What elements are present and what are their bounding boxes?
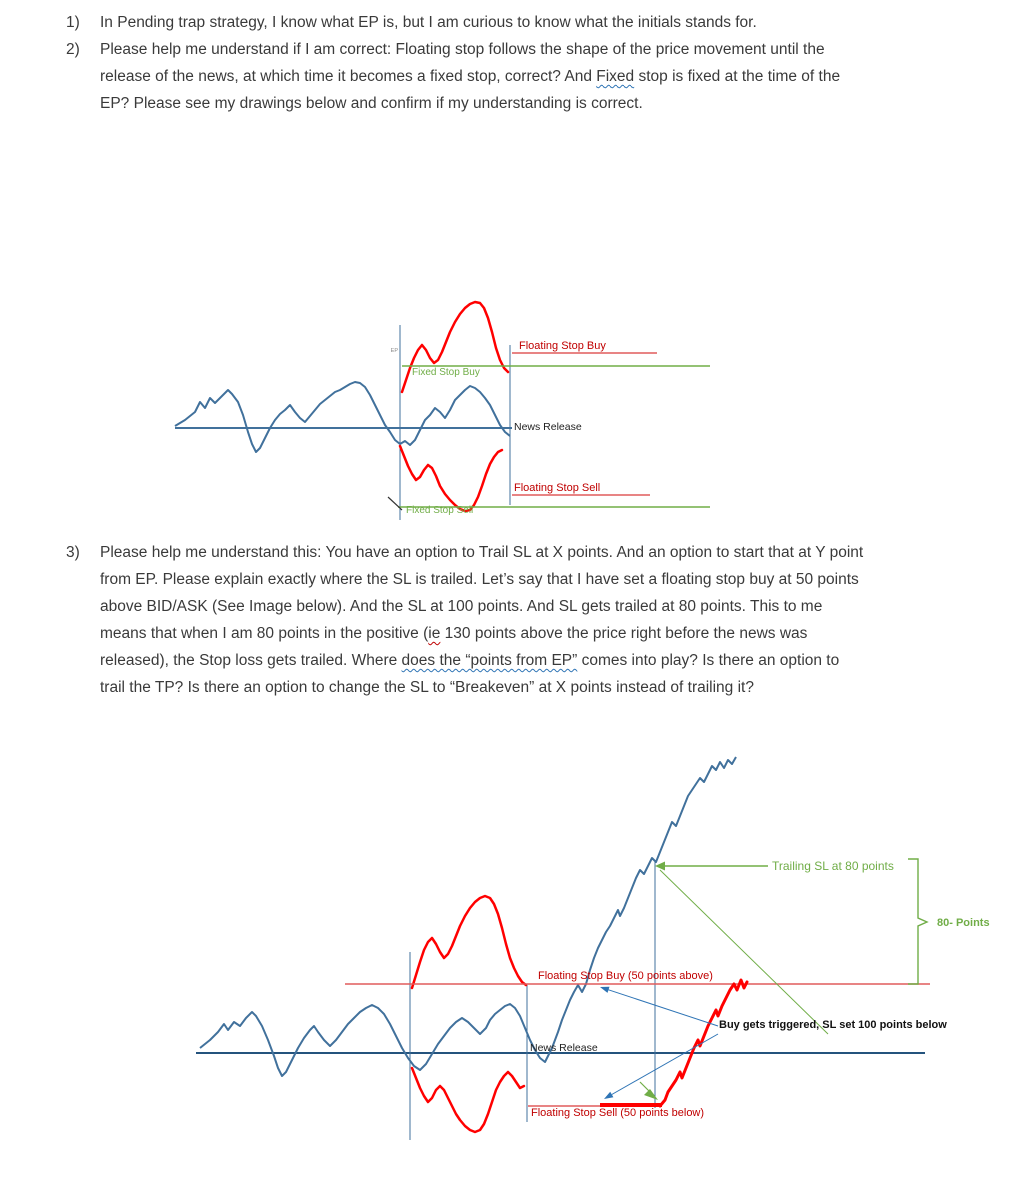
stop-strategy-diagram-1: EP Floating Stop Buy Fixed Stop Buy News… xyxy=(174,300,710,520)
fixed-stop-sell-tick xyxy=(387,496,403,511)
floating-stop-buy-curve xyxy=(400,300,510,394)
question-2: 2) Please help me understand if I am cor… xyxy=(66,36,865,117)
question-3-text: Please help me understand this: You have… xyxy=(100,539,865,701)
fixed-stop-sell-label: Fixed Stop Sell xyxy=(406,505,473,516)
floating-stop-buy-label: Floating Stop Buy xyxy=(519,340,606,352)
buy-triggered-arrow-1-line xyxy=(608,989,719,1027)
floating-stop-buy-label: Floating Stop Buy (50 points above) xyxy=(538,970,713,982)
question-2-number: 2) xyxy=(66,41,80,58)
question-1-text: In Pending trap strategy, I know what EP… xyxy=(100,14,757,31)
floating-stop-buy-curve xyxy=(410,894,528,990)
trigger-point-green-arrowhead-icon xyxy=(644,1089,658,1100)
floating-stop-sell-label: Floating Stop Sell xyxy=(514,482,600,494)
question-3-seg3: 130 points above the price right before … xyxy=(100,625,808,669)
question-3: 3) Please help me understand this: You h… xyxy=(66,539,865,701)
question-3-block: 3) Please help me understand this: You h… xyxy=(66,539,865,701)
buy-triggered-arrow-2-line xyxy=(611,1033,719,1095)
questions-1-2-block: 1) In Pending trap strategy, I know what… xyxy=(66,9,865,117)
news-release-label: News Release xyxy=(530,1042,598,1054)
news-release-label: News Release xyxy=(514,421,582,433)
question-2-seg3: stop is fixed at the time of the EP? Ple… xyxy=(100,68,841,112)
question-3-seg1: Please help me understand this: You have… xyxy=(100,544,864,642)
floating-stop-sell-curve xyxy=(410,1066,526,1134)
question-3-number: 3) xyxy=(66,544,80,561)
eighty-points-label: 80- Points xyxy=(937,917,990,929)
question-2-text: Please help me understand if I am correc… xyxy=(100,36,865,117)
buy-triggered-label: Buy gets triggered, SL set 100 points be… xyxy=(719,1019,947,1031)
question-3-seg5: comes into play? Is there an option to t… xyxy=(100,652,840,696)
question-2-wavy-word: Fixed xyxy=(596,68,635,85)
trailing-sl-diagram-2: Trailing SL at 80 points 80- Points Floa… xyxy=(196,756,990,1140)
eighty-points-brace xyxy=(908,858,929,985)
question-3-wavy-ie: ie xyxy=(428,625,441,642)
fixed-stop-buy-label: Fixed Stop Buy xyxy=(412,367,480,378)
ep-label: EP xyxy=(391,348,399,354)
price-line xyxy=(199,756,737,1077)
floating-stop-sell-curve xyxy=(398,444,504,513)
price-line xyxy=(174,381,511,453)
triggered-price-curve xyxy=(658,978,749,1108)
floating-stop-sell-label: Floating Stop Sell (50 points below) xyxy=(531,1107,704,1119)
trailing-sl-label: Trailing SL at 80 points xyxy=(772,859,894,873)
question-2-seg1: Please help me understand if I am correc… xyxy=(100,41,825,85)
question-3-wavy-phrase: does the “points from EP” xyxy=(401,652,578,669)
question-1: 1) In Pending trap strategy, I know what… xyxy=(66,9,865,36)
question-1-number: 1) xyxy=(66,14,80,31)
trailing-connector-line xyxy=(659,869,829,1035)
trailing-sl-arrowhead-icon xyxy=(655,861,665,871)
buy-triggered-arrow-1-head-icon xyxy=(600,986,610,993)
buy-triggered-arrow-2-head-icon xyxy=(604,1091,614,1099)
